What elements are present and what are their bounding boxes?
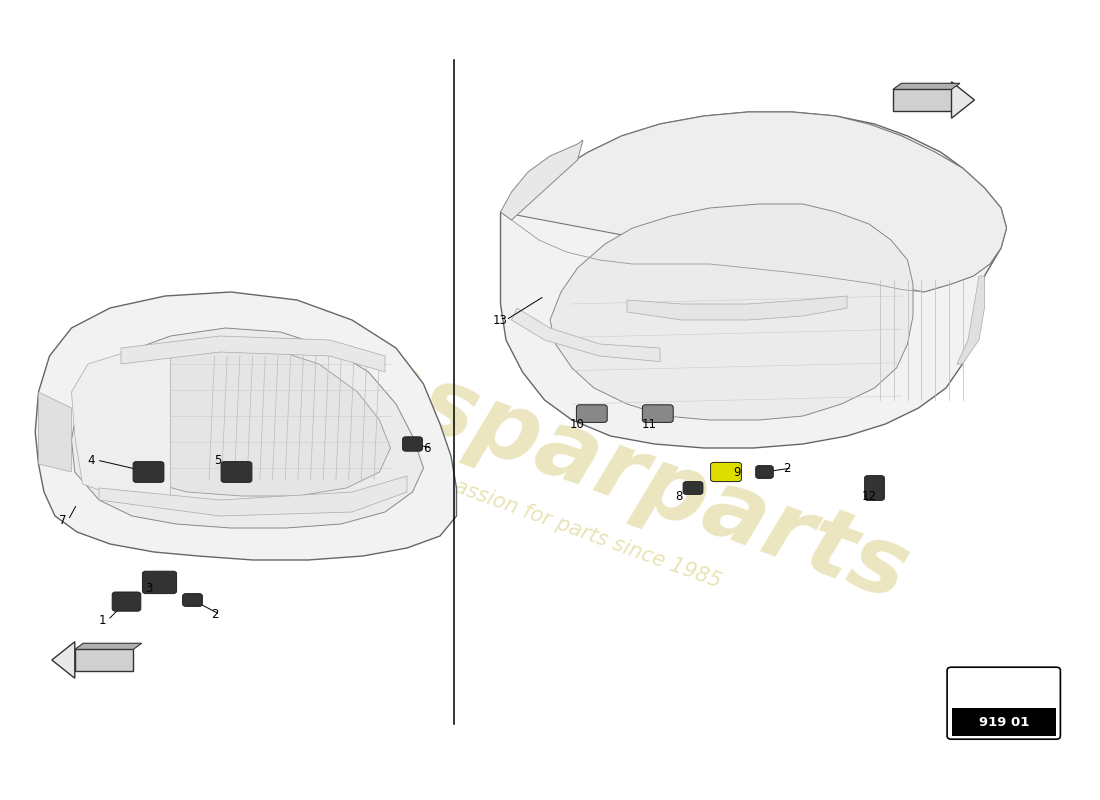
Text: 919 01: 919 01 xyxy=(979,716,1028,729)
Text: 12: 12 xyxy=(861,490,877,502)
FancyBboxPatch shape xyxy=(642,405,673,422)
Text: 9: 9 xyxy=(734,466,740,478)
Text: 2: 2 xyxy=(783,462,790,474)
Polygon shape xyxy=(952,82,975,118)
Polygon shape xyxy=(627,296,847,320)
FancyBboxPatch shape xyxy=(133,462,164,482)
Polygon shape xyxy=(957,276,984,364)
Text: 5: 5 xyxy=(214,454,221,466)
Polygon shape xyxy=(500,112,1006,448)
Text: 2: 2 xyxy=(211,608,218,621)
Polygon shape xyxy=(512,308,660,362)
Polygon shape xyxy=(75,650,133,670)
Polygon shape xyxy=(500,112,1006,292)
Text: 7: 7 xyxy=(59,514,66,526)
Polygon shape xyxy=(121,336,385,372)
FancyBboxPatch shape xyxy=(576,405,607,422)
Text: 3: 3 xyxy=(145,582,152,594)
FancyBboxPatch shape xyxy=(865,475,884,501)
Polygon shape xyxy=(110,344,390,496)
Text: a passion for parts since 1985: a passion for parts since 1985 xyxy=(420,465,724,591)
Bar xyxy=(952,709,1056,736)
FancyBboxPatch shape xyxy=(183,594,202,606)
Polygon shape xyxy=(39,392,72,472)
Polygon shape xyxy=(550,204,913,420)
FancyBboxPatch shape xyxy=(711,462,741,482)
FancyBboxPatch shape xyxy=(403,437,422,451)
Polygon shape xyxy=(72,328,424,528)
FancyBboxPatch shape xyxy=(756,466,773,478)
Text: 11: 11 xyxy=(641,418,657,430)
Polygon shape xyxy=(893,90,952,110)
FancyBboxPatch shape xyxy=(947,667,1060,739)
Polygon shape xyxy=(893,83,960,90)
Text: 10: 10 xyxy=(570,418,585,430)
Text: 4: 4 xyxy=(88,454,95,466)
Text: 1: 1 xyxy=(99,614,106,626)
Polygon shape xyxy=(75,643,142,650)
Text: 6: 6 xyxy=(424,442,430,454)
Polygon shape xyxy=(35,292,456,560)
Text: 13: 13 xyxy=(493,314,508,326)
Polygon shape xyxy=(99,476,407,516)
FancyBboxPatch shape xyxy=(142,571,176,594)
FancyBboxPatch shape xyxy=(683,482,703,494)
FancyBboxPatch shape xyxy=(112,592,141,611)
Text: 8: 8 xyxy=(675,490,682,502)
Polygon shape xyxy=(72,352,170,504)
FancyBboxPatch shape xyxy=(221,462,252,482)
Text: eurosparparts: eurosparparts xyxy=(179,275,921,621)
Polygon shape xyxy=(500,140,583,220)
Polygon shape xyxy=(52,642,75,678)
